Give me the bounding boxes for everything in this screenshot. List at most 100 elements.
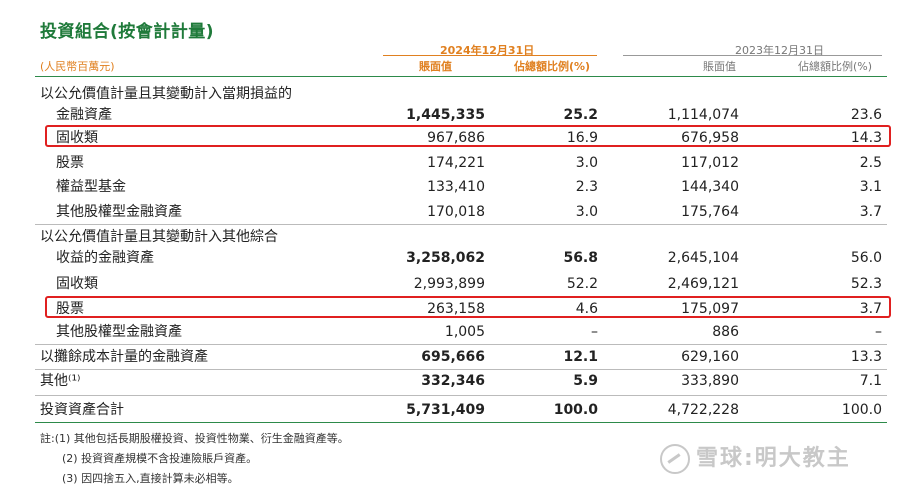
row-label: 股票 (56, 155, 84, 171)
row-label: 權益型基金 (56, 179, 126, 195)
header-year-2023: 2023年12月31日 (735, 44, 824, 57)
cell-2023-book-value: 4,722,228 (667, 402, 739, 418)
cell-2023-book-value: 144,340 (681, 179, 739, 195)
cell-2023-book-value: 117,012 (681, 155, 739, 171)
highlight-box-fvoci-stocks (45, 296, 891, 318)
cell-2024-ratio: 56.8 (563, 250, 598, 266)
row-label: 以公允價值計量且其變動計入當期損益的 (40, 86, 292, 102)
snowball-logo-icon (660, 444, 690, 474)
cell-2024-book-value: 695,666 (421, 349, 485, 365)
table-row: 收益的金融資產 3,258,062 56.8 2,645,104 56.0 (0, 247, 914, 269)
cell-2023-ratio: 3.7 (859, 301, 882, 317)
cell-2024-book-value: 1,445,335 (406, 107, 485, 123)
cell-2024-book-value: 133,410 (427, 179, 485, 195)
cell-2024-book-value: 2,993,899 (413, 276, 485, 292)
row-label: 股票 (56, 301, 84, 317)
cell-2023-book-value: 629,160 (681, 349, 739, 365)
table-row: 以攤餘成本計量的金融資產 695,666 12.1 629,160 13.3 (0, 346, 914, 368)
header-2023-ratio: 佔總額比例(%) (798, 60, 873, 73)
cell-2023-ratio: 3.7 (859, 204, 882, 220)
table-row: 其他⁽¹⁾ 332,346 5.9 333,890 7.1 (0, 370, 914, 392)
cell-2024-book-value: 174,221 (427, 155, 485, 171)
header-2024-ratio: 佔總額比例(%) (514, 60, 591, 73)
table-row: 固收類 967,686 16.9 676,958 14.3 (0, 127, 914, 149)
row-label: 投資資產合計 (40, 402, 124, 418)
footnote-1: 註:(1) 其他包括長期股權投資、投資性物業、衍生金融資產等。 (40, 432, 349, 445)
cell-2023-book-value: 333,890 (681, 373, 739, 389)
cell-2024-ratio: – (591, 324, 598, 340)
cell-2024-ratio: 2.3 (575, 179, 598, 195)
cell-2023-ratio: 14.3 (850, 130, 882, 146)
header-unit: (人民幣百萬元) (40, 60, 115, 73)
cell-2023-book-value: 676,958 (681, 130, 739, 146)
section-divider (35, 224, 887, 225)
cell-2023-book-value: 175,097 (681, 301, 739, 317)
cell-2023-ratio: 2.5 (859, 155, 882, 171)
table-row: 金融資產 1,445,335 25.2 1,114,074 23.6 (0, 104, 914, 126)
cell-2023-book-value: 1,114,074 (667, 107, 739, 123)
header-2023-underline (623, 55, 882, 56)
row-label: 固收類 (56, 130, 98, 146)
cell-2023-ratio: 23.6 (850, 107, 882, 123)
cell-2024-book-value: 263,158 (427, 301, 485, 317)
cell-2023-ratio: 52.3 (850, 276, 882, 292)
cell-2023-book-value: 175,764 (681, 204, 739, 220)
row-label: 以公允價值計量且其變動計入其他綜合 (40, 229, 278, 245)
table-row: 固收類 2,993,899 52.2 2,469,121 52.3 (0, 273, 914, 295)
table-title: 投資組合(按會計計量) (40, 22, 215, 42)
cell-2024-ratio: 16.9 (566, 130, 598, 146)
row-label: 其他股權型金融資產 (56, 204, 182, 220)
cell-2023-book-value: 2,645,104 (667, 250, 739, 266)
cell-2024-ratio: 100.0 (553, 402, 598, 418)
table-row: 其他股權型金融資產 170,018 3.0 175,764 3.7 (0, 201, 914, 223)
watermark: 雪球:明大教主 (660, 440, 851, 474)
row-label: 收益的金融資產 (56, 250, 154, 266)
cell-2023-book-value: 886 (712, 324, 739, 340)
cell-2023-ratio: 56.0 (850, 250, 882, 266)
section-divider (35, 395, 887, 396)
row-label: 以攤餘成本計量的金融資產 (40, 349, 208, 365)
cell-2024-book-value: 3,258,062 (406, 250, 485, 266)
footnote-2: (2) 投資資產規模不含投連險賬戶資產。 (62, 452, 258, 465)
cell-2023-ratio: 7.1 (859, 373, 882, 389)
cell-2024-ratio: 12.1 (563, 349, 598, 365)
cell-2023-ratio: 13.3 (850, 349, 882, 365)
footer-rule (35, 422, 887, 423)
table-row: 以公允價值計量且其變動計入其他綜合 (0, 226, 914, 248)
cell-2024-ratio: 4.6 (575, 301, 598, 317)
cell-2024-ratio: 52.2 (566, 276, 598, 292)
section-divider (35, 369, 887, 370)
cell-2024-ratio: 5.9 (573, 373, 598, 389)
table-row: 權益型基金 133,410 2.3 144,340 3.1 (0, 176, 914, 198)
row-label: 金融資產 (56, 107, 112, 123)
table-row-total: 投資資產合計 5,731,409 100.0 4,722,228 100.0 (0, 399, 914, 421)
cell-2023-ratio: 3.1 (859, 179, 882, 195)
row-label: 其他⁽¹⁾ (40, 373, 81, 389)
footnote-3: (3) 因四捨五入,直接計算未必相等。 (62, 472, 239, 485)
row-label: 固收類 (56, 276, 98, 292)
cell-2024-book-value: 170,018 (427, 204, 485, 220)
cell-2023-ratio: – (875, 324, 882, 340)
table-row: 股票 174,221 3.0 117,012 2.5 (0, 152, 914, 174)
section-divider (35, 344, 887, 345)
header-2024-book-value: 賬面值 (419, 60, 452, 73)
cell-2024-book-value: 1,005 (444, 324, 485, 340)
cell-2024-ratio: 3.0 (575, 155, 598, 171)
cell-2024-book-value: 967,686 (427, 130, 485, 146)
cell-2024-ratio: 25.2 (563, 107, 598, 123)
highlight-box-fvtpl-fixed-income (45, 125, 891, 147)
cell-2024-ratio: 3.0 (575, 204, 598, 220)
table-row: 其他股權型金融資產 1,005 – 886 – (0, 321, 914, 343)
header-year-2024: 2024年12月31日 (440, 44, 535, 57)
table-row: 以公允價值計量且其變動計入當期損益的 (0, 83, 914, 105)
header-rule (35, 76, 887, 77)
row-label: 其他股權型金融資產 (56, 324, 182, 340)
table-row: 股票 263,158 4.6 175,097 3.7 (0, 298, 914, 320)
header-2023-book-value: 賬面值 (703, 60, 736, 73)
cell-2023-book-value: 2,469,121 (667, 276, 739, 292)
cell-2023-ratio: 100.0 (841, 402, 882, 418)
cell-2024-book-value: 332,346 (421, 373, 485, 389)
watermark-text: 雪球:明大教主 (696, 446, 851, 471)
header-2024-underline (383, 55, 597, 56)
cell-2024-book-value: 5,731,409 (406, 402, 485, 418)
